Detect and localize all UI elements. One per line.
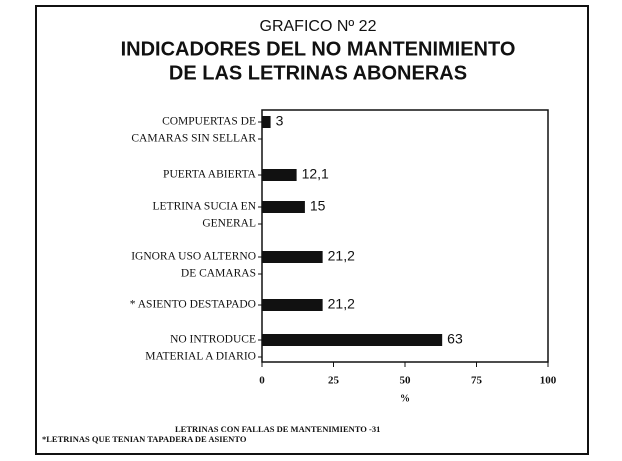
value-label: 21,2 — [328, 248, 355, 264]
category-label: NO INTRODUCE — [170, 334, 256, 346]
chart-title: DE LAS LETRINAS ABONERAS — [169, 62, 467, 84]
chart-title: GRAFICO Nº 22 — [260, 18, 377, 35]
x-tick-label: 100 — [540, 375, 557, 387]
x-tick-label: 50 — [400, 375, 412, 387]
category-label: LETRINA SUCIA EN — [153, 201, 257, 213]
category-label: CAMARAS SIN SELLAR — [131, 133, 256, 145]
category-label: IGNORA USO ALTERNO — [131, 251, 256, 263]
bar — [262, 169, 297, 181]
category-label: GENERAL — [202, 218, 256, 230]
x-tick-label: 25 — [328, 375, 340, 387]
bar — [262, 251, 323, 263]
bar — [262, 201, 305, 213]
category-label: MATERIAL A DIARIO — [145, 351, 256, 363]
bar — [262, 116, 271, 128]
category-label: DE CAMARAS — [181, 268, 256, 280]
bar — [262, 299, 323, 311]
value-label: 63 — [447, 331, 463, 347]
category-label: * ASIENTO DESTAPADO — [130, 299, 256, 311]
plot-area — [261, 109, 549, 363]
x-tick-label: 0 — [259, 375, 265, 387]
value-label: 3 — [276, 113, 284, 129]
footnote: *LETRINAS QUE TENIAN TAPADERA DE ASIENTO — [42, 434, 247, 444]
value-label: 21,2 — [328, 296, 355, 312]
chart-title: INDICADORES DEL NO MANTENIMIENTO — [121, 38, 516, 60]
bar — [262, 334, 443, 346]
category-label: COMPUERTAS DE — [162, 116, 256, 128]
category-label: PUERTA ABIERTA — [163, 169, 257, 181]
frame — [35, 5, 589, 455]
footnote: LETRINAS CON FALLAS DE MANTENIMIENTO -31 — [175, 424, 380, 434]
value-label: 12,1 — [302, 166, 329, 182]
x-tick-label: 75 — [471, 375, 483, 387]
value-label: 15 — [310, 198, 326, 214]
x-axis-label: % — [400, 393, 410, 404]
